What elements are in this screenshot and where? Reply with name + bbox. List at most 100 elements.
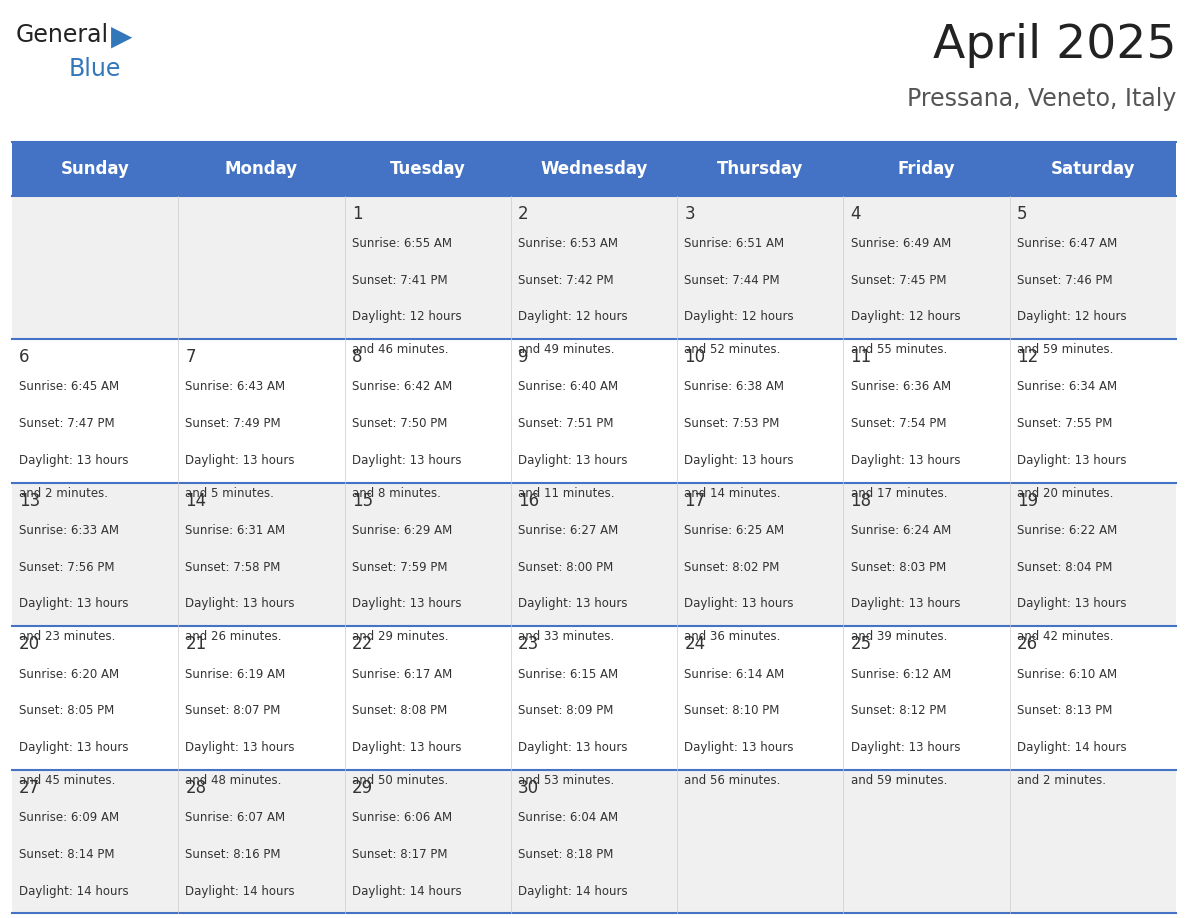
Text: Sunset: 7:55 PM: Sunset: 7:55 PM bbox=[1017, 417, 1112, 431]
Text: Sunrise: 6:43 AM: Sunrise: 6:43 AM bbox=[185, 380, 285, 394]
Text: and 36 minutes.: and 36 minutes. bbox=[684, 631, 781, 644]
Bar bbox=[12, 483, 1176, 626]
Text: Daylight: 13 hours: Daylight: 13 hours bbox=[352, 453, 461, 467]
Text: 30: 30 bbox=[518, 779, 539, 797]
Text: Thursday: Thursday bbox=[718, 160, 803, 178]
Text: Sunset: 7:56 PM: Sunset: 7:56 PM bbox=[19, 561, 114, 574]
Text: Sunrise: 6:40 AM: Sunrise: 6:40 AM bbox=[518, 380, 618, 394]
Text: Wednesday: Wednesday bbox=[541, 160, 647, 178]
Text: Sunrise: 6:19 AM: Sunrise: 6:19 AM bbox=[185, 667, 285, 680]
Text: 12: 12 bbox=[1017, 348, 1038, 366]
Text: Sunset: 7:53 PM: Sunset: 7:53 PM bbox=[684, 417, 779, 431]
Text: Sunrise: 6:34 AM: Sunrise: 6:34 AM bbox=[1017, 380, 1117, 394]
Text: 16: 16 bbox=[518, 492, 539, 509]
Text: 22: 22 bbox=[352, 635, 373, 654]
Text: Sunrise: 6:33 AM: Sunrise: 6:33 AM bbox=[19, 524, 119, 537]
Text: 25: 25 bbox=[851, 635, 872, 654]
Text: Daylight: 14 hours: Daylight: 14 hours bbox=[19, 885, 128, 898]
Text: Sunset: 7:49 PM: Sunset: 7:49 PM bbox=[185, 417, 280, 431]
Text: and 53 minutes.: and 53 minutes. bbox=[518, 774, 614, 787]
Text: Daylight: 13 hours: Daylight: 13 hours bbox=[518, 598, 627, 610]
Text: Daylight: 13 hours: Daylight: 13 hours bbox=[185, 598, 295, 610]
Text: Sunset: 7:59 PM: Sunset: 7:59 PM bbox=[352, 561, 447, 574]
Text: 26: 26 bbox=[1017, 635, 1038, 654]
Text: Sunset: 8:02 PM: Sunset: 8:02 PM bbox=[684, 561, 779, 574]
Text: 3: 3 bbox=[684, 205, 695, 223]
Text: Daylight: 12 hours: Daylight: 12 hours bbox=[1017, 310, 1126, 323]
Text: Sunrise: 6:31 AM: Sunrise: 6:31 AM bbox=[185, 524, 285, 537]
Text: Sunrise: 6:55 AM: Sunrise: 6:55 AM bbox=[352, 237, 451, 250]
Text: Sunrise: 6:24 AM: Sunrise: 6:24 AM bbox=[851, 524, 950, 537]
Text: and 50 minutes.: and 50 minutes. bbox=[352, 774, 448, 787]
Text: 5: 5 bbox=[1017, 205, 1028, 223]
Text: Sunrise: 6:53 AM: Sunrise: 6:53 AM bbox=[518, 237, 618, 250]
Text: Sunrise: 6:12 AM: Sunrise: 6:12 AM bbox=[851, 667, 950, 680]
Text: Sunrise: 6:04 AM: Sunrise: 6:04 AM bbox=[518, 812, 618, 824]
Text: Sunrise: 6:51 AM: Sunrise: 6:51 AM bbox=[684, 237, 784, 250]
Text: Pressana, Veneto, Italy: Pressana, Veneto, Italy bbox=[906, 87, 1176, 111]
Text: Sunset: 7:58 PM: Sunset: 7:58 PM bbox=[185, 561, 280, 574]
Text: Sunrise: 6:25 AM: Sunrise: 6:25 AM bbox=[684, 524, 784, 537]
Bar bbox=[12, 626, 1176, 770]
Text: Sunset: 8:09 PM: Sunset: 8:09 PM bbox=[518, 704, 613, 717]
Text: and 52 minutes.: and 52 minutes. bbox=[684, 343, 781, 356]
Text: 21: 21 bbox=[185, 635, 207, 654]
Text: Daylight: 13 hours: Daylight: 13 hours bbox=[684, 741, 794, 754]
Text: Sunset: 7:41 PM: Sunset: 7:41 PM bbox=[352, 274, 447, 286]
Text: Blue: Blue bbox=[69, 57, 121, 81]
Text: Sunrise: 6:15 AM: Sunrise: 6:15 AM bbox=[518, 667, 618, 680]
Text: Sunset: 7:42 PM: Sunset: 7:42 PM bbox=[518, 274, 613, 286]
Text: Sunset: 7:44 PM: Sunset: 7:44 PM bbox=[684, 274, 779, 286]
Text: and 45 minutes.: and 45 minutes. bbox=[19, 774, 115, 787]
Text: Daylight: 14 hours: Daylight: 14 hours bbox=[1017, 741, 1126, 754]
Text: Sunset: 8:07 PM: Sunset: 8:07 PM bbox=[185, 704, 280, 717]
Text: Sunrise: 6:27 AM: Sunrise: 6:27 AM bbox=[518, 524, 618, 537]
Text: Sunrise: 6:38 AM: Sunrise: 6:38 AM bbox=[684, 380, 784, 394]
Text: Daylight: 13 hours: Daylight: 13 hours bbox=[19, 453, 128, 467]
Text: Daylight: 14 hours: Daylight: 14 hours bbox=[518, 885, 627, 898]
Text: Daylight: 13 hours: Daylight: 13 hours bbox=[185, 741, 295, 754]
Text: Daylight: 13 hours: Daylight: 13 hours bbox=[352, 741, 461, 754]
Text: 10: 10 bbox=[684, 348, 706, 366]
Text: and 2 minutes.: and 2 minutes. bbox=[1017, 774, 1106, 787]
Text: Daylight: 13 hours: Daylight: 13 hours bbox=[19, 598, 128, 610]
Text: and 14 minutes.: and 14 minutes. bbox=[684, 487, 781, 500]
Text: and 59 minutes.: and 59 minutes. bbox=[1017, 343, 1113, 356]
Text: Daylight: 13 hours: Daylight: 13 hours bbox=[684, 598, 794, 610]
Text: Daylight: 13 hours: Daylight: 13 hours bbox=[851, 453, 960, 467]
Text: Daylight: 13 hours: Daylight: 13 hours bbox=[684, 453, 794, 467]
Text: 17: 17 bbox=[684, 492, 706, 509]
Text: 20: 20 bbox=[19, 635, 40, 654]
Text: Sunrise: 6:14 AM: Sunrise: 6:14 AM bbox=[684, 667, 784, 680]
Text: Saturday: Saturday bbox=[1050, 160, 1136, 178]
Text: Daylight: 13 hours: Daylight: 13 hours bbox=[518, 741, 627, 754]
Text: and 8 minutes.: and 8 minutes. bbox=[352, 487, 441, 500]
Text: Daylight: 13 hours: Daylight: 13 hours bbox=[851, 598, 960, 610]
Text: and 33 minutes.: and 33 minutes. bbox=[518, 631, 614, 644]
Text: Daylight: 13 hours: Daylight: 13 hours bbox=[851, 741, 960, 754]
Text: Sunrise: 6:49 AM: Sunrise: 6:49 AM bbox=[851, 237, 950, 250]
Text: Daylight: 14 hours: Daylight: 14 hours bbox=[185, 885, 295, 898]
Text: and 20 minutes.: and 20 minutes. bbox=[1017, 487, 1113, 500]
Text: 18: 18 bbox=[851, 492, 872, 509]
Text: 7: 7 bbox=[185, 348, 196, 366]
Text: Friday: Friday bbox=[898, 160, 955, 178]
Bar bbox=[12, 339, 1176, 483]
Text: Sunrise: 6:36 AM: Sunrise: 6:36 AM bbox=[851, 380, 950, 394]
Text: and 23 minutes.: and 23 minutes. bbox=[19, 631, 115, 644]
Text: Sunrise: 6:22 AM: Sunrise: 6:22 AM bbox=[1017, 524, 1117, 537]
Text: Sunrise: 6:06 AM: Sunrise: 6:06 AM bbox=[352, 812, 451, 824]
Text: Sunrise: 6:07 AM: Sunrise: 6:07 AM bbox=[185, 812, 285, 824]
Text: 14: 14 bbox=[185, 492, 207, 509]
Text: Sunrise: 6:47 AM: Sunrise: 6:47 AM bbox=[1017, 237, 1117, 250]
Text: Sunset: 8:12 PM: Sunset: 8:12 PM bbox=[851, 704, 946, 717]
Text: and 56 minutes.: and 56 minutes. bbox=[684, 774, 781, 787]
Text: Daylight: 14 hours: Daylight: 14 hours bbox=[352, 885, 461, 898]
Text: Sunset: 8:18 PM: Sunset: 8:18 PM bbox=[518, 848, 613, 861]
Text: 19: 19 bbox=[1017, 492, 1038, 509]
Bar bbox=[12, 142, 1176, 196]
Text: Sunset: 8:08 PM: Sunset: 8:08 PM bbox=[352, 704, 447, 717]
Text: Sunset: 7:45 PM: Sunset: 7:45 PM bbox=[851, 274, 946, 286]
Text: ▶: ▶ bbox=[110, 23, 132, 51]
Text: and 2 minutes.: and 2 minutes. bbox=[19, 487, 108, 500]
